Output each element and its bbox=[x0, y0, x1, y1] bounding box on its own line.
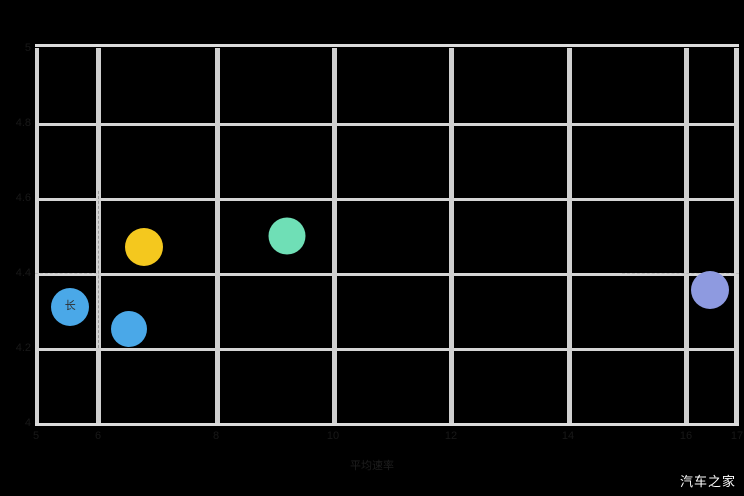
x-tick-label: 16 bbox=[679, 430, 693, 442]
crosshair-horizontal-right bbox=[622, 273, 739, 274]
y-tick-label: 4 bbox=[24, 417, 31, 429]
gridline-horizontal bbox=[35, 198, 739, 201]
x-axis-title: 平均速率 bbox=[350, 460, 394, 472]
y-axis-line bbox=[35, 48, 39, 423]
y-axis-tick-labels: 5 4.8 4.6 4.4 4.2 4 bbox=[0, 0, 31, 496]
plot-area: 长 bbox=[35, 44, 739, 426]
x-tick-label: 8 bbox=[212, 430, 220, 442]
x-tick-label: 5 bbox=[32, 430, 40, 442]
gridline-vertical bbox=[449, 48, 454, 423]
gridline-vertical bbox=[684, 48, 689, 423]
plot-border-top bbox=[35, 44, 739, 47]
y-tick-label: 4.8 bbox=[15, 117, 31, 129]
y-tick-label: 4.4 bbox=[15, 267, 31, 279]
gridline-vertical bbox=[332, 48, 337, 423]
gridline-horizontal bbox=[35, 348, 739, 351]
plot-border-bottom bbox=[35, 423, 739, 426]
gridline-horizontal bbox=[35, 273, 739, 276]
gridline-horizontal bbox=[35, 123, 739, 126]
data-point-bubble[interactable] bbox=[690, 270, 729, 309]
plot-border-right bbox=[734, 48, 739, 423]
x-tick-label: 6 bbox=[94, 430, 102, 442]
data-point-bubble[interactable] bbox=[268, 217, 306, 254]
watermark-autohome: 汽车之家 bbox=[679, 474, 736, 489]
crosshair-horizontal-left bbox=[35, 273, 97, 274]
x-tick-label: 12 bbox=[444, 430, 458, 442]
data-point-bubble[interactable] bbox=[110, 311, 147, 348]
crosshair-vertical-left bbox=[98, 191, 99, 348]
y-tick-label: 4.2 bbox=[15, 342, 31, 354]
x-tick-label: 10 bbox=[326, 430, 340, 442]
data-point-label: 长 bbox=[64, 300, 76, 313]
gridline-vertical bbox=[567, 48, 572, 423]
x-tick-label: 14 bbox=[561, 430, 575, 442]
data-point-bubble[interactable]: 长 bbox=[51, 287, 90, 326]
x-tick-label: 17 bbox=[730, 430, 744, 442]
y-tick-label: 4.6 bbox=[15, 192, 31, 204]
data-point-bubble[interactable] bbox=[124, 227, 163, 266]
gridline-vertical bbox=[215, 48, 220, 423]
x-axis-tick-labels: 5 6 8 10 12 14 16 17 bbox=[0, 430, 744, 446]
y-tick-label: 5 bbox=[24, 42, 31, 54]
